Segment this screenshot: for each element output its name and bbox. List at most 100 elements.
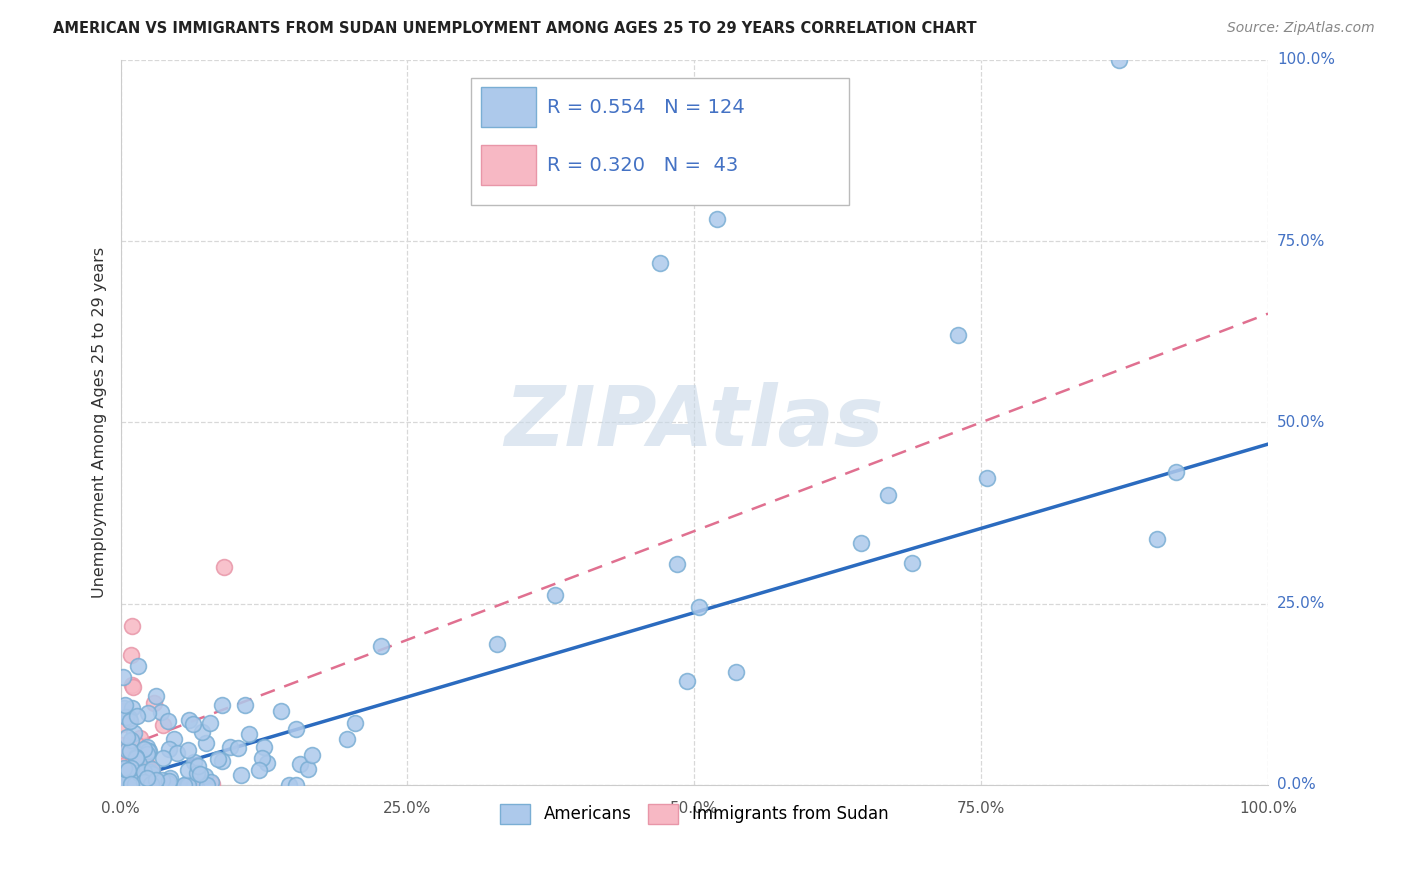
Text: 75.0%: 75.0% — [957, 801, 1005, 815]
Text: 100.0%: 100.0% — [1277, 53, 1336, 68]
Point — [124, 777, 146, 791]
FancyBboxPatch shape — [481, 87, 536, 128]
Text: Source: ZipAtlas.com: Source: ZipAtlas.com — [1227, 21, 1375, 35]
Point — [118, 714, 141, 729]
Point — [129, 731, 152, 745]
Point — [195, 736, 218, 750]
Point — [122, 750, 145, 764]
Point — [120, 759, 142, 773]
Point — [121, 762, 143, 776]
Point — [485, 636, 508, 650]
Point — [134, 742, 156, 756]
Point — [142, 696, 165, 710]
Point — [278, 778, 301, 792]
Point — [179, 714, 201, 728]
Text: 75.0%: 75.0% — [1277, 234, 1326, 249]
Point — [150, 773, 173, 788]
Point — [115, 730, 138, 744]
Point — [235, 698, 257, 713]
Point — [112, 761, 135, 775]
Point — [125, 768, 148, 782]
Point — [124, 772, 146, 787]
Point — [135, 757, 157, 772]
Point — [688, 600, 710, 615]
Point — [648, 256, 671, 270]
Point — [112, 774, 135, 789]
Point — [218, 740, 240, 755]
Point — [229, 767, 252, 781]
Point — [198, 716, 221, 731]
Point — [176, 778, 198, 792]
Point — [152, 718, 174, 732]
Point — [132, 764, 155, 779]
Point — [121, 678, 143, 692]
Point — [183, 717, 205, 731]
Point — [336, 731, 359, 746]
Point — [136, 764, 159, 779]
Point — [238, 727, 260, 741]
Text: 25.0%: 25.0% — [1277, 596, 1326, 611]
Point — [114, 778, 136, 792]
Point — [183, 778, 205, 792]
Point — [285, 778, 308, 792]
Point — [285, 723, 308, 737]
Point — [166, 746, 188, 760]
Point — [128, 773, 150, 788]
Point — [115, 743, 138, 757]
Point — [876, 488, 898, 502]
Point — [110, 765, 132, 780]
Point — [256, 756, 278, 771]
Point — [211, 698, 233, 712]
Point — [173, 778, 195, 792]
Point — [186, 765, 208, 780]
Point — [120, 778, 142, 792]
Point — [138, 744, 160, 758]
Point — [121, 756, 143, 770]
Point — [174, 778, 197, 792]
Point — [117, 763, 139, 777]
Point — [207, 752, 229, 766]
Text: 0.0%: 0.0% — [101, 801, 141, 815]
Point — [252, 750, 274, 764]
Point — [112, 700, 135, 714]
Point — [111, 745, 134, 759]
Point — [118, 771, 141, 785]
Point — [127, 737, 149, 751]
Point — [156, 714, 179, 729]
Point — [683, 176, 706, 190]
Point — [142, 775, 165, 789]
Point — [297, 762, 319, 776]
Point — [212, 560, 235, 574]
Point — [301, 747, 323, 762]
Point — [111, 764, 134, 778]
Point — [121, 619, 143, 633]
Point — [127, 750, 149, 764]
Point — [122, 725, 145, 739]
Point — [114, 755, 136, 769]
Point — [111, 739, 134, 753]
Point — [127, 659, 149, 673]
Point — [136, 744, 159, 758]
Point — [115, 710, 138, 724]
Point — [117, 766, 139, 780]
Point — [114, 698, 136, 712]
Point — [948, 328, 970, 343]
Point — [125, 708, 148, 723]
Point — [114, 758, 136, 772]
Point — [128, 765, 150, 780]
Point — [247, 763, 270, 777]
Point — [211, 754, 233, 768]
Point — [141, 766, 163, 780]
Point — [157, 778, 180, 792]
Point — [162, 732, 184, 747]
Point — [128, 757, 150, 772]
Point — [139, 764, 162, 779]
Text: ZIPAtlas: ZIPAtlas — [505, 382, 884, 463]
Point — [120, 761, 142, 775]
Point — [127, 766, 149, 780]
Point — [125, 760, 148, 774]
Text: R = 0.554   N = 124: R = 0.554 N = 124 — [547, 97, 745, 117]
Point — [120, 777, 142, 791]
Point — [343, 716, 366, 731]
Point — [194, 769, 217, 783]
